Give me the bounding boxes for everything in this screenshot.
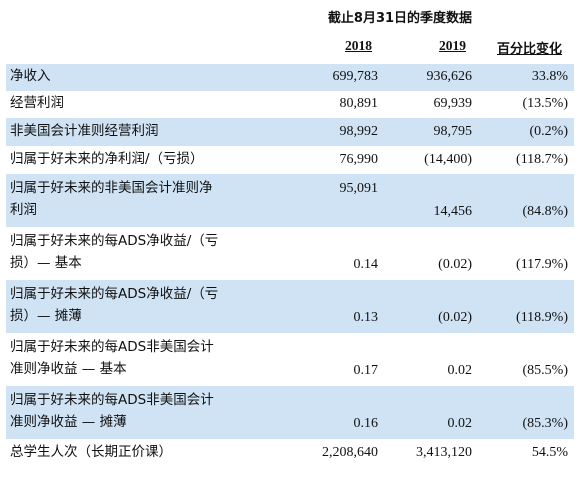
value-2018: 0.13 bbox=[353, 310, 379, 325]
value-percent-change: (117.9%) bbox=[516, 257, 568, 272]
value-percent-change: 54.5% bbox=[531, 445, 568, 460]
value-2019: 69,939 bbox=[433, 96, 473, 111]
value-percent-change: (118.9%) bbox=[516, 310, 568, 325]
value-percent-change: (85.5%) bbox=[522, 363, 569, 378]
value-2018: 95,091 bbox=[339, 181, 379, 196]
column-header-2018: 2018 bbox=[345, 38, 372, 53]
value-2018: 80,891 bbox=[339, 96, 379, 111]
table-row: 经营利润 80,891 69,939 (13.5%) bbox=[6, 91, 574, 118]
row-label: 归属于好未来的净利润/（亏损） bbox=[10, 151, 204, 167]
column-header-percent-change: 百分比变化 bbox=[496, 42, 562, 57]
row-label-continued: 利润 bbox=[10, 202, 37, 218]
table-row: 归属于好未来的每ADS净收益/（亏 损）— 摊薄 0.13 (0.02) (11… bbox=[6, 280, 574, 333]
table-row: 归属于好未来的净利润/（亏损） 76,990 (14,400) (118.7%) bbox=[6, 146, 574, 174]
table-row: 非美国会计准则经营利润 98,992 98,795 (0.2%) bbox=[6, 118, 574, 146]
value-2019: 98,795 bbox=[433, 124, 473, 139]
value-percent-change: 33.8% bbox=[531, 69, 568, 84]
row-label: 归属于好未来的每ADS非美国会计 bbox=[10, 392, 214, 408]
row-label-continued: 准则净收益 — 基本 bbox=[10, 361, 127, 377]
row-label: 总学生人次（长期正价课） bbox=[10, 444, 172, 460]
value-2018: 0.14 bbox=[353, 257, 379, 272]
row-label-continued: 损）— 摊薄 bbox=[10, 308, 82, 324]
table-row: 归属于好未来的非美国会计准则净 利润 95,091 14,456 (84.8%) bbox=[6, 174, 574, 227]
value-percent-change: (118.7%) bbox=[516, 152, 568, 167]
value-percent-change: (84.8%) bbox=[522, 204, 569, 219]
row-label: 经营利润 bbox=[10, 95, 64, 111]
period-header: 截止8月31日的季度数据 bbox=[327, 11, 473, 26]
value-2018: 98,992 bbox=[339, 124, 379, 139]
value-2018: 2,208,640 bbox=[322, 445, 378, 460]
table-row: 总学生人次（长期正价课） 2,208,640 3,413,120 54.5% bbox=[6, 439, 574, 467]
table-row: 归属于好未来的每ADS非美国会计 准则净收益 — 基本 0.17 0.02 (8… bbox=[6, 333, 574, 386]
value-percent-change: (13.5%) bbox=[522, 96, 569, 111]
financial-table: 净收入 699,783 936,626 33.8% 经营利润 80,891 69… bbox=[6, 64, 574, 467]
row-label: 非美国会计准则经营利润 bbox=[10, 123, 159, 139]
row-label: 归属于好未来的每ADS净收益/（亏 bbox=[10, 286, 219, 302]
value-2019: 14,456 bbox=[433, 204, 473, 219]
row-label: 净收入 bbox=[10, 68, 51, 84]
row-label: 归属于好未来的每ADS非美国会计 bbox=[10, 339, 214, 355]
value-2019: 3,413,120 bbox=[416, 445, 472, 460]
value-2019: (14,400) bbox=[424, 152, 472, 167]
table-row: 净收入 699,783 936,626 33.8% bbox=[6, 64, 574, 91]
table-row: 归属于好未来的每ADS净收益/（亏 损）— 基本 0.14 (0.02) (11… bbox=[6, 227, 574, 280]
value-percent-change: (0.2%) bbox=[529, 124, 569, 139]
row-label-continued: 损）— 基本 bbox=[10, 255, 82, 271]
table-row: 归属于好未来的每ADS非美国会计 准则净收益 — 摊薄 0.16 0.02 (8… bbox=[6, 386, 574, 439]
value-2018: 699,783 bbox=[332, 69, 379, 84]
value-2018: 0.17 bbox=[353, 363, 379, 378]
value-2019: 0.02 bbox=[447, 416, 473, 431]
value-2019: 936,626 bbox=[426, 69, 473, 84]
row-label-continued: 准则净收益 — 摊薄 bbox=[10, 414, 127, 430]
row-label: 归属于好未来的每ADS净收益/（亏 bbox=[10, 233, 219, 249]
column-header-2019: 2019 bbox=[439, 38, 466, 53]
value-2019: (0.02) bbox=[438, 310, 472, 325]
value-2018: 0.16 bbox=[353, 416, 379, 431]
value-2019: (0.02) bbox=[438, 257, 472, 272]
value-2019: 0.02 bbox=[447, 363, 473, 378]
value-2018: 76,990 bbox=[339, 152, 379, 167]
row-label: 归属于好未来的非美国会计准则净 bbox=[10, 180, 213, 196]
value-percent-change: (85.3%) bbox=[522, 416, 569, 431]
